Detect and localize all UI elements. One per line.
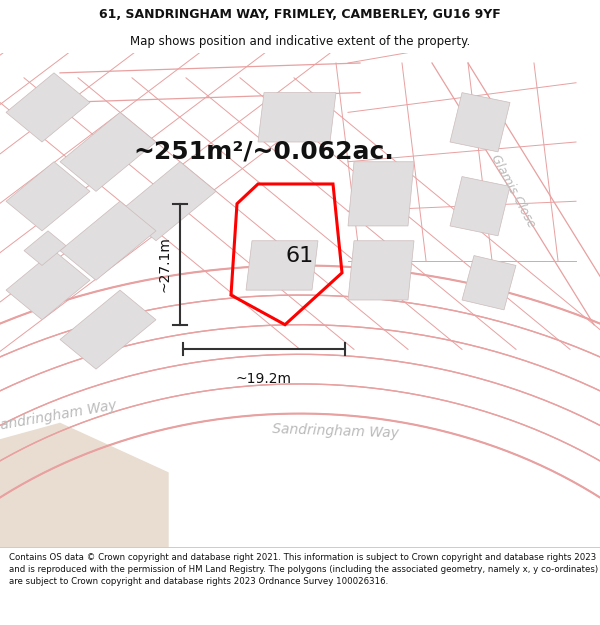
Text: ~251m²/~0.062ac.: ~251m²/~0.062ac. [134, 140, 394, 164]
Polygon shape [0, 424, 168, 547]
Polygon shape [6, 251, 90, 320]
Polygon shape [60, 290, 156, 369]
Polygon shape [6, 73, 90, 142]
Text: Contains OS data © Crown copyright and database right 2021. This information is : Contains OS data © Crown copyright and d… [9, 553, 598, 586]
Polygon shape [24, 231, 66, 266]
Polygon shape [60, 112, 156, 191]
Polygon shape [6, 162, 90, 231]
Text: Glamis Close: Glamis Close [488, 152, 538, 230]
Text: Sandringham Way: Sandringham Way [272, 422, 400, 440]
Polygon shape [450, 176, 510, 236]
Polygon shape [120, 162, 216, 241]
Text: 61, SANDRINGHAM WAY, FRIMLEY, CAMBERLEY, GU16 9YF: 61, SANDRINGHAM WAY, FRIMLEY, CAMBERLEY,… [99, 8, 501, 21]
Text: ~27.1m: ~27.1m [158, 236, 172, 292]
Polygon shape [0, 266, 600, 625]
Polygon shape [348, 162, 414, 226]
Polygon shape [348, 241, 414, 300]
Polygon shape [462, 256, 516, 310]
Text: 61: 61 [286, 246, 314, 266]
Text: ~19.2m: ~19.2m [236, 372, 292, 386]
Text: Map shows position and indicative extent of the property.: Map shows position and indicative extent… [130, 35, 470, 48]
Polygon shape [60, 201, 156, 280]
Polygon shape [258, 92, 336, 142]
Polygon shape [246, 241, 318, 290]
Text: Sandringham Way: Sandringham Way [0, 398, 118, 434]
Polygon shape [450, 92, 510, 152]
